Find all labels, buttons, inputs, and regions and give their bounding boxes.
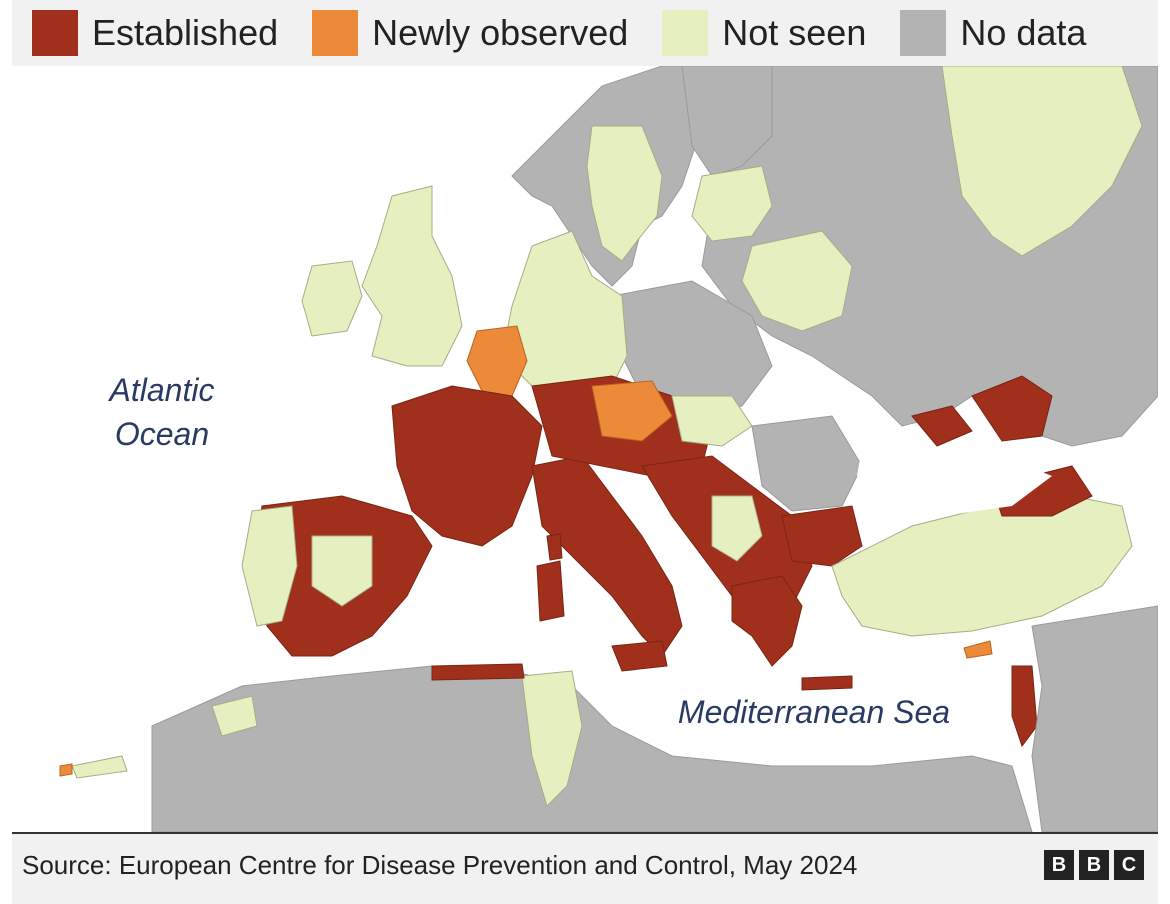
region-greece (731, 575, 803, 667)
region-canary-established (59, 763, 73, 777)
region-turkey-coast (991, 465, 1093, 517)
bbc-logo-letter: B (1079, 850, 1109, 880)
region-north-africa (151, 665, 1033, 832)
region-algeria-coast (431, 663, 525, 681)
legend-swatch-established (32, 10, 78, 56)
region-sicily (611, 640, 668, 672)
map[interactable]: Atlantic Ocean Mediterranean Sea (12, 66, 1158, 832)
region-russia-east (941, 66, 1143, 257)
legend-label-no-data: No data (960, 12, 1087, 53)
region-caucasus-south (971, 375, 1053, 442)
region-romania (751, 415, 863, 512)
bbc-logo-letter: B (1044, 850, 1074, 880)
mediterranean-sea-label: Mediterranean Sea (677, 694, 951, 730)
region-finland (681, 66, 773, 177)
atlantic-ocean-label: Atlantic Ocean (109, 372, 215, 452)
region-crimea (911, 405, 973, 447)
region-morocco-coast (211, 695, 258, 737)
region-canary-islands (71, 755, 128, 779)
legend-item-newly-observed: Newly observed (312, 10, 628, 56)
region-south-germany (591, 380, 673, 442)
region-middle-east (1031, 605, 1158, 832)
legend-swatch-no-data (900, 10, 947, 56)
source-text: Source: European Centre for Disease Prev… (22, 850, 858, 880)
region-ireland (301, 260, 363, 337)
region-tunisia (521, 670, 583, 807)
europe-map-svg[interactable] (12, 66, 1158, 832)
region-sardinia (536, 560, 565, 622)
region-black-sea (857, 446, 1052, 516)
region-crete (801, 675, 853, 691)
region-cyprus (963, 640, 993, 659)
legend-swatch-not-seen (662, 10, 709, 56)
legend-item-established: Established (32, 10, 278, 56)
legend-swatch-newly-observed (312, 10, 359, 56)
region-portugal (241, 505, 298, 627)
bbc-logo: B B C (1039, 850, 1144, 880)
bbc-logo-letter: C (1114, 850, 1144, 880)
region-austria (671, 395, 753, 447)
region-spain-central (311, 535, 373, 607)
region-france (391, 385, 543, 547)
region-great-britain (361, 185, 463, 367)
region-serbia (711, 495, 763, 562)
legend: Established Newly observed Not seen No d… (12, 0, 1158, 66)
region-belarus (741, 230, 853, 332)
region-corsica (546, 533, 563, 561)
legend-label-newly-observed: Newly observed (372, 12, 629, 53)
region-baltic (691, 165, 773, 242)
legend-item-no-data: No data (900, 10, 1086, 56)
legend-label-not-seen: Not seen (722, 12, 867, 53)
region-bulgaria (781, 505, 863, 567)
region-sweden-south (586, 125, 663, 262)
region-levant (1011, 665, 1038, 748)
region-italy (531, 455, 683, 657)
legend-label-established: Established (92, 12, 279, 53)
footer: Source: European Centre for Disease Prev… (12, 832, 1158, 904)
legend-item-not-seen: Not seen (662, 10, 866, 56)
